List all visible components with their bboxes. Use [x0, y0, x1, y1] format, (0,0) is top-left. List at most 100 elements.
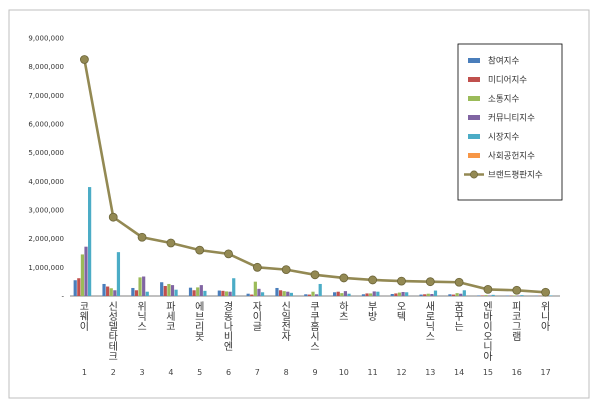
- bar-2-11: [365, 293, 368, 296]
- bar-3-2: [110, 288, 113, 296]
- bar-5-14: [463, 290, 466, 296]
- legend-marker: [470, 171, 477, 178]
- line-point-11: [369, 276, 377, 284]
- line-point-6: [225, 250, 233, 258]
- bar-4-4: [171, 285, 174, 296]
- bar-3-12: [398, 293, 401, 296]
- bar-3-4: [167, 284, 170, 296]
- bar-1-1: [74, 280, 77, 296]
- bar-4-11: [373, 291, 376, 296]
- bar-5-5: [203, 291, 206, 296]
- legend-swatch: [468, 134, 480, 139]
- bar-5-15: [492, 295, 495, 296]
- legend-label: 사회공헌지수: [488, 152, 535, 162]
- bar-4-5: [200, 285, 203, 296]
- y-tick-label: 7,000,000: [28, 92, 64, 100]
- legend-label: 커뮤니티지수: [488, 113, 535, 124]
- bar-3-3: [138, 277, 141, 296]
- bar-3-15: [484, 295, 487, 296]
- bar-3-8: [283, 291, 286, 296]
- y-tick-label: 9,000,000: [28, 35, 64, 43]
- x-category-number: 15: [483, 368, 493, 377]
- legend-swatch: [468, 58, 480, 63]
- bar-5-17: [549, 295, 552, 296]
- bar-5-10: [347, 294, 350, 296]
- bar-1-15: [477, 295, 480, 296]
- bar-2-5: [193, 290, 196, 296]
- bar-5-2: [117, 252, 120, 296]
- bar-2-7: [250, 295, 253, 296]
- bar-1-7: [247, 294, 250, 296]
- x-category-number: 9: [312, 368, 317, 377]
- legend-label: 소통지수: [488, 95, 519, 105]
- x-category-number: 8: [284, 368, 289, 377]
- x-category-number: 6: [226, 368, 231, 377]
- bar-2-6: [221, 291, 224, 296]
- legend-swatch: [468, 96, 480, 101]
- line-point-7: [253, 263, 261, 271]
- bar-3-16: [513, 295, 516, 296]
- bar-4-1: [84, 247, 87, 296]
- bar-5-7: [261, 292, 264, 296]
- bar-4-9: [315, 294, 318, 296]
- bar-1-5: [189, 288, 192, 296]
- y-tick-label: 6,000,000: [28, 121, 64, 129]
- bar-4-12: [401, 292, 404, 296]
- x-category-number: 13: [425, 368, 435, 377]
- y-tick-label: 1,000,000: [28, 264, 64, 272]
- bar-1-4: [160, 282, 163, 296]
- bar-2-9: [308, 295, 311, 296]
- bar-5-1: [88, 187, 91, 296]
- bar-3-9: [311, 292, 314, 296]
- legend-label: 미디어지수: [488, 75, 527, 86]
- bar-3-14: [456, 293, 459, 296]
- bar-1-12: [391, 294, 394, 296]
- bar-3-10: [340, 293, 343, 296]
- bar-1-13: [419, 295, 422, 296]
- legend-label: 브랜드평판지수: [488, 170, 543, 181]
- bar-4-14: [459, 294, 462, 296]
- bar-4-15: [488, 295, 491, 296]
- bar-3-1: [81, 254, 84, 296]
- bar-1-8: [275, 288, 278, 296]
- bar-1-14: [448, 294, 451, 296]
- bar-2-15: [481, 295, 484, 296]
- bar-5-6: [232, 278, 235, 296]
- x-category-number: 10: [339, 368, 349, 377]
- bar-4-2: [113, 290, 116, 296]
- line-point-16: [513, 286, 521, 294]
- bar-5-4: [174, 290, 177, 296]
- y-tick-label: 4,000,000: [28, 178, 64, 186]
- bar-3-7: [254, 282, 257, 296]
- bar-1-11: [362, 294, 365, 296]
- bar-1-10: [333, 292, 336, 296]
- bar-4-7: [257, 289, 260, 296]
- y-tick-label: 2,000,000: [28, 235, 64, 243]
- y-tick-label: 8,000,000: [28, 63, 64, 71]
- bar-2-3: [135, 290, 138, 296]
- x-category-number: 5: [197, 368, 202, 377]
- line-point-13: [426, 278, 434, 286]
- y-tick-label: 3,000,000: [28, 207, 64, 215]
- bar-4-3: [142, 277, 145, 296]
- bar-3-11: [369, 293, 372, 296]
- x-category-number: 14: [454, 368, 464, 377]
- bar-2-8: [279, 290, 282, 296]
- x-category-number: 2: [111, 368, 116, 377]
